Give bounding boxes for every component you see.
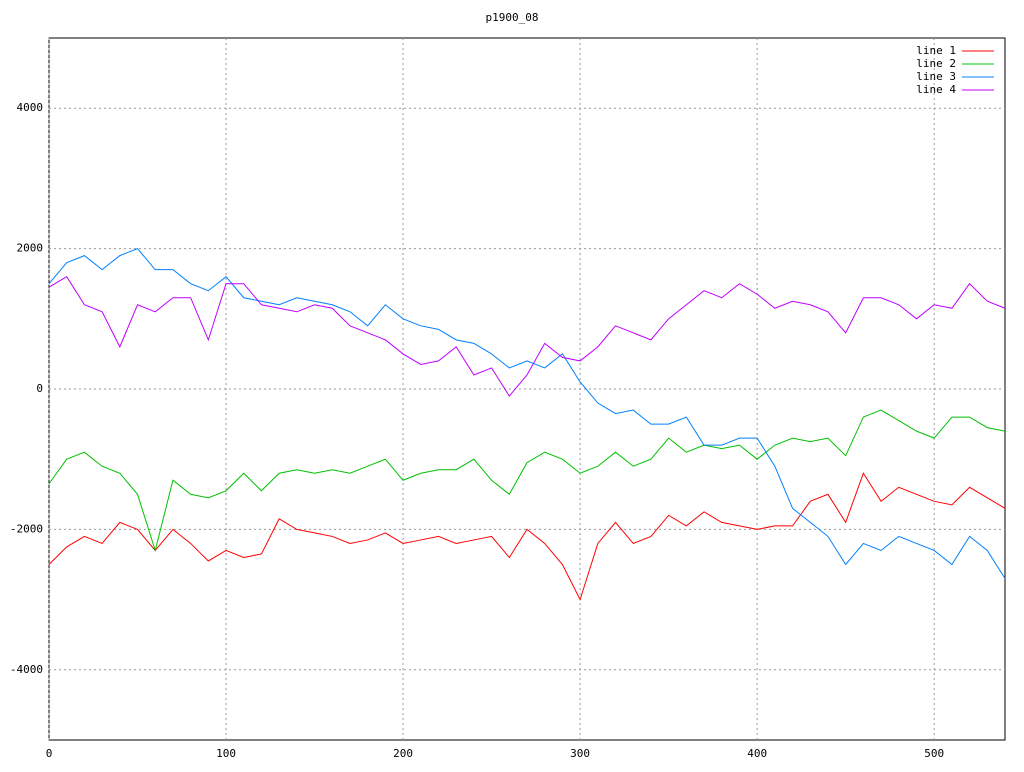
x-tick-label: 500: [924, 747, 944, 760]
legend-label: line 2: [916, 57, 956, 70]
y-tick-label: 4000: [17, 101, 44, 114]
legend-label: line 4: [916, 83, 956, 96]
x-tick-label: 200: [393, 747, 413, 760]
legend-label: line 1: [916, 44, 956, 57]
plot-frame: [48, 37, 1006, 741]
x-tick-label: 0: [46, 747, 53, 760]
x-tick-label: 100: [216, 747, 236, 760]
series-line: [48, 472, 1006, 601]
legend-label: line 3: [916, 70, 956, 83]
y-tick-label: -2000: [10, 522, 43, 535]
chart-title: p1900_08: [486, 11, 539, 24]
y-tick-label: 2000: [17, 242, 44, 255]
series-line: [48, 248, 1006, 579]
x-tick-label: 300: [570, 747, 590, 760]
series-line: [48, 409, 1006, 553]
y-tick-label: -4000: [10, 663, 43, 676]
y-tick-label: 0: [36, 382, 43, 395]
x-tick-label: 400: [747, 747, 767, 760]
series-line: [48, 276, 1006, 397]
